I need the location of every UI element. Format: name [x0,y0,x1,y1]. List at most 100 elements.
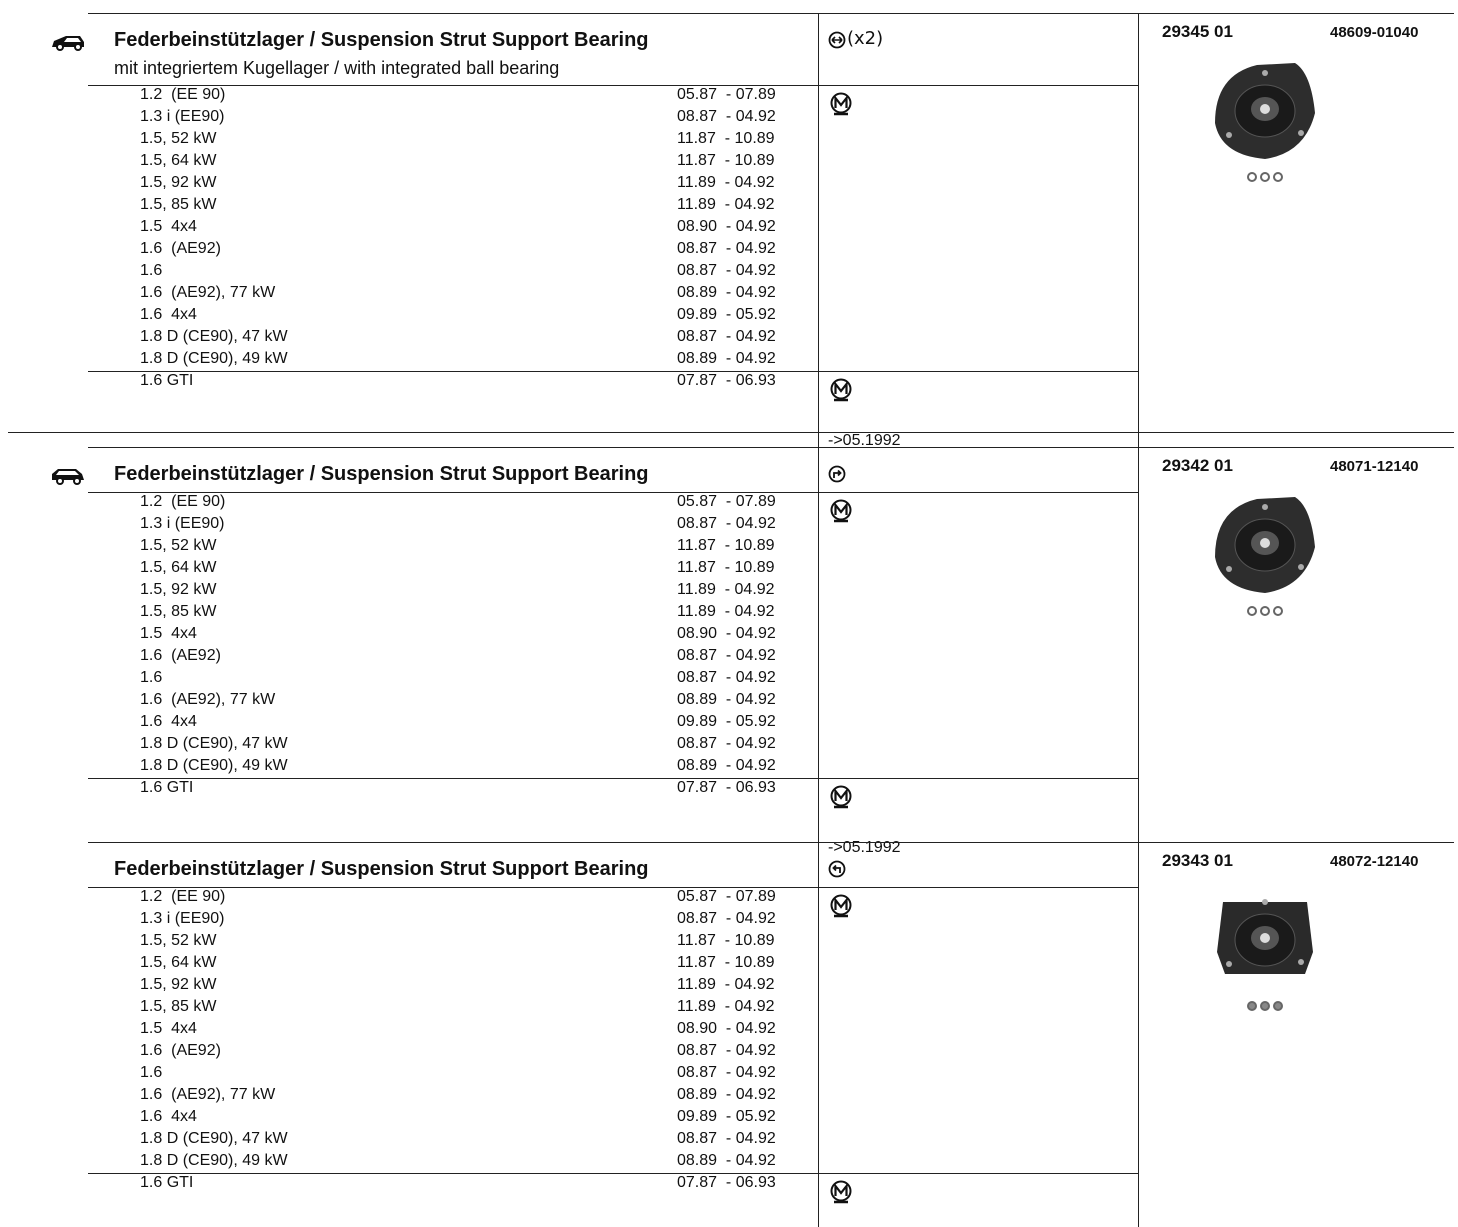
date-range: 11.87 - 10.89 [677,559,775,576]
model: 1.8 D (CE90), 49 kW [140,1152,288,1169]
model: 1.5, 92 kW [140,174,217,191]
date-range: 08.90 - 04.92 [677,218,776,235]
date-range: 08.87 - 04.92 [677,1042,776,1059]
model: 1.5, 92 kW [140,581,217,598]
model: 1.6 GTI [140,372,194,389]
mount-icon [830,785,852,809]
model: 1.6 4x4 [140,1108,197,1125]
model: 1.3 i (EE90) [140,910,225,927]
date-range: 08.87 - 04.92 [677,735,776,752]
mount-icon [830,92,852,116]
header-line [88,887,1138,888]
model: 1.5, 85 kW [140,998,217,1015]
part-number: 29345 01 [1162,22,1233,41]
date-range: 07.87 - 06.93 [677,1174,776,1191]
date-range: 08.90 - 04.92 [677,1020,776,1037]
model: 1.6 (AE92) [140,240,221,257]
header-line [88,85,1138,86]
column-line [1138,842,1139,1227]
position-icon [828,31,846,49]
date-range: 08.89 - 04.92 [677,757,776,774]
model: 1.6 [140,1064,163,1081]
model: 1.5, 52 kW [140,130,217,147]
date-range: 05.87 - 07.89 [677,86,776,103]
section-subtitle: mit integriertem Kugellager / with integ… [114,58,560,78]
section-title: Federbeinstützlager / Suspension Strut S… [114,858,649,880]
section-border [88,447,1454,448]
note: ->05.1992 [828,432,901,449]
part-image [1215,63,1315,182]
position-icon [828,465,846,483]
date-range: 11.89 - 04.92 [677,976,775,993]
date-range: 05.87 - 07.89 [677,493,776,510]
model: 1.2 (EE 90) [140,86,226,103]
vehicle-icon [52,469,84,485]
model: 1.5, 85 kW [140,196,217,213]
date-range: 11.89 - 04.92 [677,581,775,598]
model: 1.5, 85 kW [140,603,217,620]
date-range: 09.89 - 05.92 [677,1108,776,1125]
column-line [818,842,819,1227]
date-range: 08.89 - 04.92 [677,284,776,301]
column-line [1138,447,1139,861]
date-range: 08.87 - 04.92 [677,262,776,279]
section-border [88,13,1454,14]
oe-number: 48071-12140 [1330,458,1419,475]
model: 1.6 (AE92), 77 kW [140,691,276,708]
date-range: 07.87 - 06.93 [677,779,776,796]
date-range: 08.89 - 04.92 [677,350,776,367]
model: 1.6 (AE92), 77 kW [140,284,276,301]
model: 1.6 (AE92) [140,1042,221,1059]
model: 1.8 D (CE90), 47 kW [140,328,288,345]
model: 1.3 i (EE90) [140,515,225,532]
date-range: 08.87 - 04.92 [677,647,776,664]
date-range: 11.87 - 10.89 [677,152,775,169]
section-title: Federbeinstützlager / Suspension Strut S… [114,463,649,485]
mount-icon [830,499,852,523]
model: 1.6 (AE92), 77 kW [140,1086,276,1103]
mount-icon [830,378,852,402]
model: 1.5, 64 kW [140,152,217,169]
date-range: 08.89 - 04.92 [677,691,776,708]
date-range: 08.87 - 04.92 [677,108,776,125]
date-range: 11.89 - 04.92 [677,196,775,213]
model: 1.2 (EE 90) [140,888,226,905]
model: 1.6 4x4 [140,713,197,730]
model: 1.5, 64 kW [140,954,217,971]
date-range: 08.87 - 04.92 [677,1064,776,1081]
date-range: 07.87 - 06.93 [677,372,776,389]
date-range: 08.87 - 04.92 [677,910,776,927]
mount-icon [830,894,852,918]
date-range: 08.87 - 04.92 [677,328,776,345]
model: 1.5 4x4 [140,218,197,235]
model: 1.5 4x4 [140,625,197,642]
date-range: 11.87 - 10.89 [677,537,775,554]
group-line [88,1173,1138,1174]
date-range: 11.87 - 10.89 [677,932,775,949]
date-range: 11.89 - 04.92 [677,998,775,1015]
model: 1.6 4x4 [140,306,197,323]
part-image [1215,497,1315,616]
date-range: 11.89 - 04.92 [677,174,775,191]
model: 1.5, 52 kW [140,537,217,554]
model: 1.6 [140,262,163,279]
date-range: 09.89 - 05.92 [677,306,776,323]
date-range: 08.87 - 04.92 [677,669,776,686]
model: 1.6 GTI [140,779,194,796]
position-note: (x2) [847,28,884,49]
model: 1.5, 64 kW [140,559,217,576]
position-icon [828,860,846,878]
date-range: 11.87 - 10.89 [677,954,775,971]
divider [8,432,1454,433]
note: ->05.1992 [828,839,901,856]
part-image [1217,899,1313,1011]
oe-number: 48072-12140 [1330,853,1419,870]
date-range: 08.89 - 04.92 [677,1086,776,1103]
model: 1.5, 52 kW [140,932,217,949]
date-range: 08.90 - 04.92 [677,625,776,642]
model: 1.6 (AE92) [140,647,221,664]
model: 1.5, 92 kW [140,976,217,993]
part-number: 29342 01 [1162,456,1233,475]
section-border [88,842,1454,843]
